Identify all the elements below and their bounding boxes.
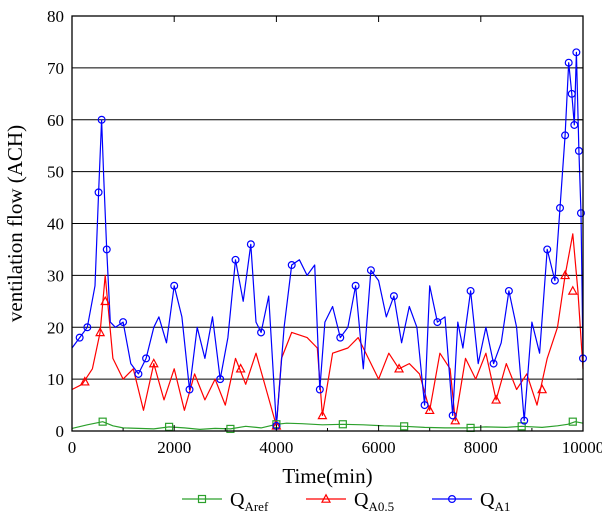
data-point-a1 (216, 375, 225, 384)
data-point-a1 (75, 333, 84, 342)
y-tick-label: 60 (47, 111, 64, 130)
y-tick-label: 50 (47, 163, 64, 182)
data-point-a1 (336, 333, 345, 342)
data-point-a05 (148, 358, 159, 368)
data-point-a1 (246, 240, 255, 249)
legend-item-aref: QAref (182, 489, 269, 514)
data-point-a1 (567, 89, 576, 98)
data-point-a05 (95, 326, 106, 337)
data-point-a1 (83, 323, 92, 332)
data-point-aref (568, 417, 577, 426)
data-point-a1 (572, 48, 581, 57)
data-point-a1 (315, 385, 324, 394)
y-tick-label: 70 (47, 59, 64, 78)
data-point-a1 (574, 146, 583, 155)
data-point-a05 (491, 394, 502, 404)
y-tick-label: 30 (47, 266, 64, 285)
data-point-a05 (567, 285, 578, 295)
series-lines (71, 51, 584, 430)
legend-label-aref: QAref (230, 489, 269, 514)
y-axis-title: ventilation flow (ACH) (3, 125, 27, 322)
x-tick-label: 6000 (362, 438, 396, 457)
data-point-a1 (142, 354, 151, 363)
legend: QAref QA0.5 QA1 (182, 489, 510, 514)
data-point-a1 (389, 292, 398, 301)
data-point-a05 (537, 384, 548, 394)
data-point-a1 (185, 385, 194, 394)
data-point-a1 (564, 58, 573, 67)
data-point-aref (400, 422, 409, 431)
data-point-a1 (351, 281, 360, 290)
data-point-a1 (550, 276, 559, 285)
series-line-a1 (71, 51, 584, 427)
data-point-aref (338, 420, 347, 429)
x-tick-label: 0 (68, 438, 77, 457)
data-point-a1 (257, 328, 266, 337)
data-point-a05 (100, 295, 111, 306)
legend-marker-a05 (320, 493, 332, 503)
data-point-a1 (231, 255, 240, 264)
data-point-a1 (366, 266, 375, 275)
legend-label-main: Q (354, 489, 369, 511)
x-tick-label: 8000 (464, 438, 498, 457)
y-tick-label: 20 (47, 318, 64, 337)
data-point-a1 (570, 120, 579, 129)
data-point-a05 (560, 269, 571, 280)
data-point-a05 (235, 363, 246, 373)
data-point-a1 (466, 286, 475, 295)
data-point-a1 (102, 245, 111, 254)
legend-label-a05: QA0.5 (354, 489, 394, 514)
series-markers (75, 48, 587, 434)
x-tick-label: 10000 (562, 438, 602, 457)
legend-marker-a1 (448, 495, 457, 504)
legend-marker-aref (197, 494, 207, 504)
data-point-aref (226, 424, 235, 434)
data-point-a1 (543, 245, 552, 254)
data-point-a1 (576, 209, 585, 218)
data-point-a05 (424, 404, 435, 415)
data-point-a1 (520, 416, 529, 425)
axis-ticks: 0 10 20 30 40 50 60 70 80 0 2000 4000 6000 8000 10000 (47, 7, 602, 457)
data-point-a05 (394, 363, 405, 373)
data-point-a05 (450, 415, 461, 425)
data-point-a1 (94, 188, 103, 197)
data-point-a05 (79, 376, 90, 386)
legend-label-subscript: A0.5 (368, 499, 394, 514)
grid-lines (72, 67, 583, 380)
legend-label-main: Q (230, 489, 245, 511)
y-tick-label: 0 (56, 422, 65, 441)
x-tick-label: 4000 (259, 438, 293, 457)
data-point-a1 (170, 281, 179, 290)
series-line-aref (71, 421, 584, 430)
legend-label-main: Q (480, 489, 495, 511)
data-point-a1 (504, 286, 513, 295)
data-point-a1 (448, 411, 457, 420)
series-line-a05 (71, 233, 584, 427)
x-tick-label: 2000 (157, 438, 191, 457)
legend-item-a05: QA0.5 (306, 489, 394, 514)
data-point-a1 (433, 318, 442, 327)
y-tick-label: 40 (47, 215, 64, 234)
legend-label-a1: QA1 (480, 489, 510, 514)
data-point-a1 (556, 203, 565, 212)
data-point-a1 (420, 401, 429, 410)
data-point-a05 (317, 409, 328, 420)
x-axis-title: Time(min) (282, 464, 372, 488)
legend-label-subscript: A1 (494, 499, 510, 514)
data-point-aref (98, 417, 107, 426)
data-point-a1 (97, 115, 106, 124)
legend-label-subscript: Aref (244, 499, 268, 514)
y-tick-label: 10 (47, 370, 64, 389)
y-tick-label: 80 (47, 7, 64, 26)
legend-item-a1: QA1 (432, 489, 510, 514)
data-point-a1 (134, 369, 143, 378)
data-point-a1 (561, 131, 570, 140)
data-point-a1 (287, 261, 296, 270)
data-point-a1 (489, 359, 498, 368)
data-point-a1 (119, 318, 128, 327)
